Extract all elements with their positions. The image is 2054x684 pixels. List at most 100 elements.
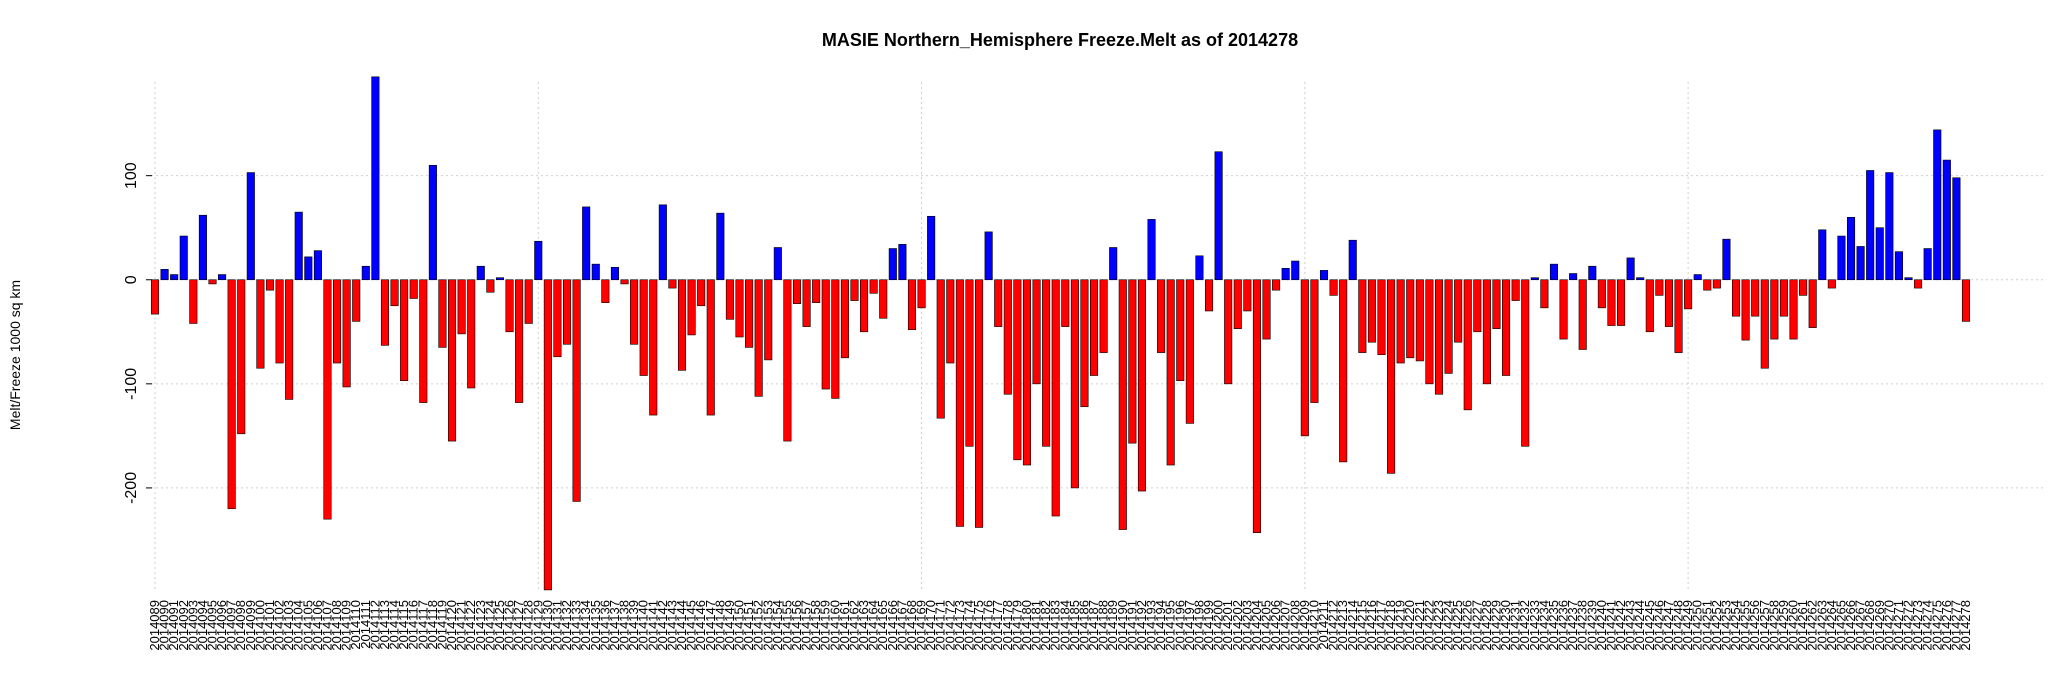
x-tick-label: 2014228 [1479,600,1494,651]
bar-2014196 [1176,279,1185,382]
bar-2014133 [572,279,581,502]
bar-2014191 [1128,279,1137,444]
bar-2014259 [1779,279,1788,317]
x-tick-label: 2014105 [300,600,315,651]
x-tick-label: 2014232 [1517,600,1532,651]
x-tick-label: 2014098 [233,600,248,651]
x-tick-label: 2014150 [732,600,747,651]
x-tick-label: 2014203 [1239,600,1254,651]
bar-2014094 [198,214,207,281]
bar-2014116 [409,279,418,299]
bar-2014106 [313,250,322,281]
bar-2014166 [888,248,897,281]
bar-2014232 [1521,279,1530,447]
bar-2014101 [265,279,275,291]
x-tick-label: 2014102 [272,600,287,651]
bar-2014103 [285,279,294,400]
bar-2014198 [1195,255,1204,281]
x-tick-label: 2014218 [1383,600,1398,651]
bar-2014233 [1530,277,1539,281]
bar-2014239 [1588,265,1597,281]
x-tick-label: 2014260 [1786,600,1801,651]
x-tick-label: 2014246 [1651,600,1666,651]
x-tick-label: 2014163 [856,600,871,651]
bar-2014176 [984,231,993,281]
bar-2014277 [1952,177,1961,281]
bar-2014278 [1961,279,1971,322]
bar-2014164 [869,279,878,294]
bar-2014226 [1463,279,1472,411]
x-tick-label: 2014100 [252,600,267,651]
x-tick-label: 2014261 [1795,600,1810,651]
bar-2014148 [716,212,725,281]
x-tick-label: 2014131 [549,600,564,651]
bar-2014127 [515,279,524,403]
bar-2014093 [189,279,198,324]
bar-2014260 [1789,279,1798,340]
x-tick-label: 2014264 [1824,600,1839,651]
bar-2014177 [994,279,1003,327]
x-tick-label: 2014265 [1833,600,1848,651]
x-tick-label: 2014220 [1402,600,1417,651]
x-tick-label: 2014191 [1124,600,1139,651]
bar-2014113 [380,279,390,346]
x-tick-label: 2014113 [377,600,392,650]
bar-2014163 [860,279,869,333]
bar-2014180 [1022,279,1031,466]
x-tick-label: 2014241 [1603,600,1618,651]
x-tick-label: 2014141 [645,600,660,651]
bar-2014181 [1032,279,1041,385]
bars [150,76,1971,591]
x-tick-label: 2014259 [1776,600,1791,651]
x-tick-label: 2014149 [722,600,737,651]
x-tick-label: 2014140 [636,600,651,651]
bar-2014274 [1923,248,1932,281]
bar-2014111 [361,265,370,281]
bar-2014144 [677,279,687,371]
bar-2014159 [821,279,830,390]
bar-2014211 [1319,270,1329,281]
x-tick-label: 2014199 [1201,600,1216,651]
x-tick-label: 2014148 [712,600,727,651]
bar-2014105 [304,256,313,281]
x-tick-label: 2014123 [473,600,488,651]
bar-2014112 [371,76,380,281]
x-tick-label: 2014187 [1086,600,1101,651]
x-tick-label: 2014167 [894,600,909,651]
x-tick-label: 2014152 [751,600,766,651]
x-tick-label: 2014240 [1594,600,1609,651]
bar-2014192 [1137,279,1146,492]
x-tick-label: 2014097 [224,600,239,651]
x-tick-label: 2014162 [846,600,861,651]
bar-2014150 [735,279,744,338]
bar-2014135 [591,263,600,281]
x-tick-label: 2014133 [569,600,584,651]
x-tick-label: 2014192 [1134,600,1149,651]
x-tick-label: 2014193 [1144,600,1159,651]
x-tick-label: 2014146 [693,600,708,651]
bar-2014138 [620,279,629,285]
x-tick-label: 2014227 [1469,600,1484,651]
bar-2014263 [1818,229,1827,281]
y-axis-label: Melt/Freeze 1000 sq km [7,280,23,430]
x-tick-label: 2014207 [1278,600,1293,651]
bar-2014255 [1741,279,1750,341]
bar-2014256 [1751,279,1760,317]
x-tick-label: 2014214 [1345,600,1360,651]
bar-2014120 [448,279,457,442]
x-tick-label: 2014221 [1412,600,1427,651]
x-tick-label: 2014130 [540,600,555,651]
x-tick-label: 2014267 [1853,600,1868,651]
x-tick-label: 2014104 [291,600,306,651]
x-tick-label: 2014111 [358,600,373,649]
x-tick-label: 2014229 [1488,600,1503,651]
bar-2014137 [610,266,619,281]
x-tick-label: 2014222 [1421,600,1436,651]
y-tick-label: 0 [123,275,140,284]
bar-2014219 [1396,279,1405,364]
bar-2014155 [783,279,792,442]
x-tick-label: 2014188 [1096,600,1111,651]
bar-2014207 [1281,268,1290,281]
bar-2014214 [1348,239,1357,281]
bar-2014129 [534,240,543,281]
